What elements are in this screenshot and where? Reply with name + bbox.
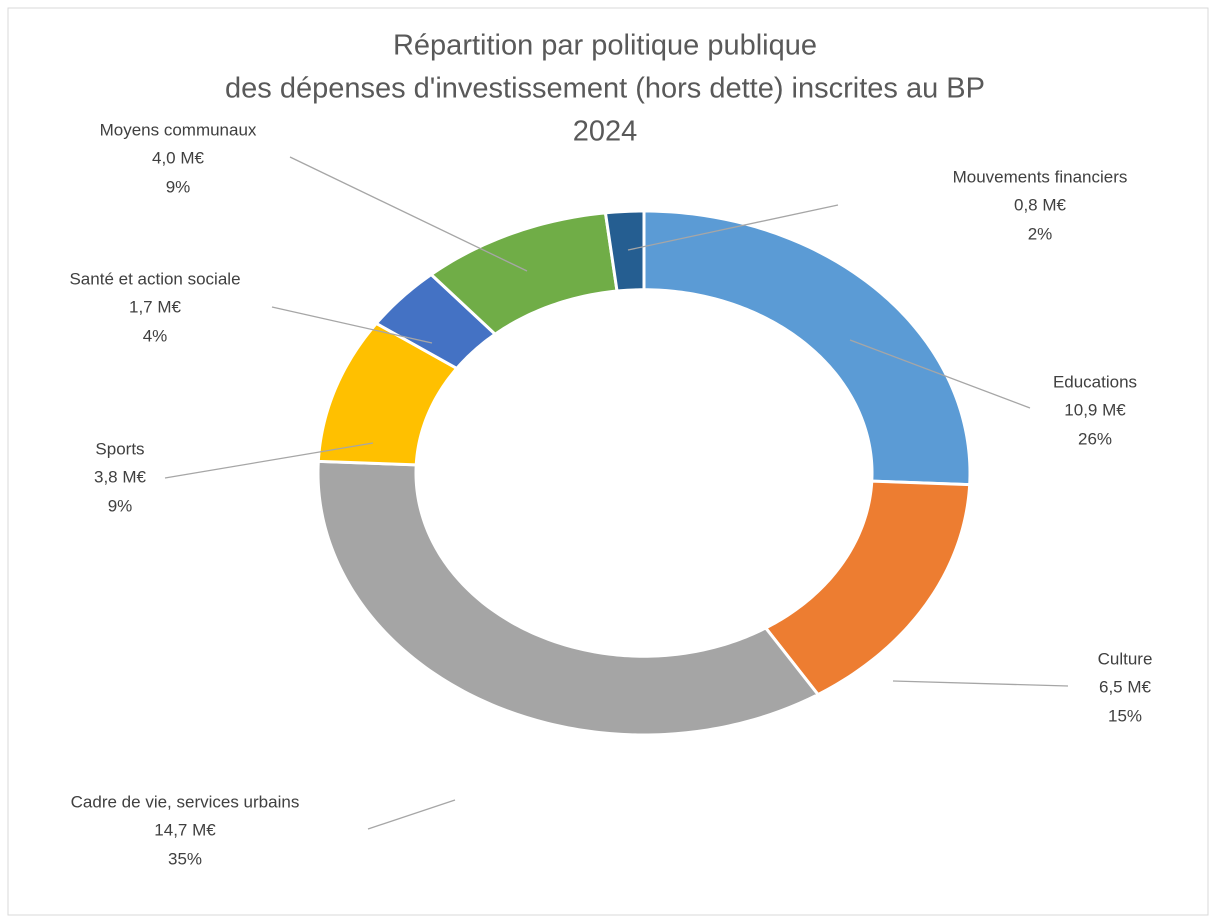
data-label-category: Sports <box>95 439 144 458</box>
leader-line <box>271 306 433 344</box>
data-label-percent: 4% <box>143 326 168 345</box>
chart-title: Répartition par politique publique <box>393 30 817 62</box>
data-label-category: Educations <box>1053 372 1137 391</box>
data-label-value: 0,8 M€ <box>1014 195 1067 214</box>
data-label-category: Culture <box>1098 649 1153 668</box>
leader-line <box>164 442 374 479</box>
donut-segment <box>603 209 646 293</box>
data-label-percent: 9% <box>108 496 133 515</box>
data-label-percent: 35% <box>168 849 202 868</box>
leader-line <box>892 680 1069 687</box>
data-label-category: Cadre de vie, services urbains <box>71 792 300 811</box>
data-label-category: Moyens communaux <box>100 120 257 139</box>
data-label-value: 10,9 M€ <box>1064 400 1126 419</box>
data-label-value: 6,5 M€ <box>1099 677 1152 696</box>
data-label-percent: 9% <box>166 177 191 196</box>
chart-title: 2024 <box>573 116 638 148</box>
chart-frame <box>7 7 1209 916</box>
leader-line <box>627 204 839 251</box>
data-label-category: Santé et action sociale <box>69 269 240 288</box>
data-label-value: 4,0 M€ <box>152 148 205 167</box>
data-label-percent: 26% <box>1078 429 1112 448</box>
leader-line <box>289 156 528 272</box>
data-label-value: 14,7 M€ <box>154 820 216 839</box>
data-label-category: Mouvements financiers <box>953 167 1128 186</box>
leader-line <box>367 799 456 830</box>
chart-title: des dépenses d'investissement (hors dett… <box>225 73 985 105</box>
data-label-value: 3,8 M€ <box>94 467 147 486</box>
data-label-value: 1,7 M€ <box>129 297 182 316</box>
data-label-percent: 2% <box>1028 224 1053 243</box>
leader-line <box>849 339 1031 409</box>
data-label-percent: 15% <box>1108 706 1142 725</box>
